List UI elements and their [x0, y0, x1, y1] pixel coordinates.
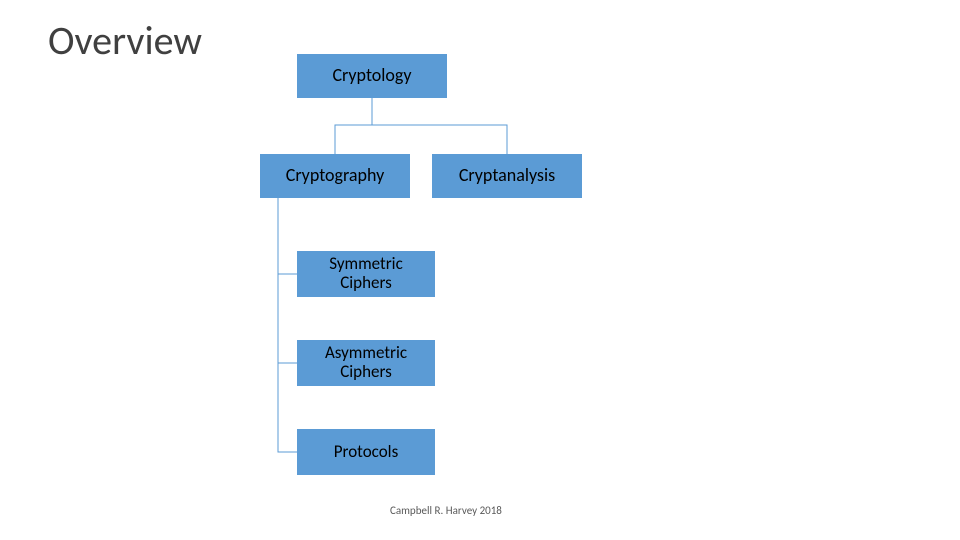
node-label: Cryptography	[286, 166, 385, 186]
node-label: Cryptanalysis	[459, 166, 555, 186]
diagram-node-sym: Symmetric Ciphers	[297, 251, 435, 297]
page-title: Overview	[48, 16, 202, 65]
diagram-node-crypto: Cryptography	[260, 154, 410, 198]
node-label: Protocols	[334, 443, 398, 462]
node-label: Symmetric Ciphers	[329, 255, 403, 292]
connector-1	[278, 198, 297, 274]
connector-3	[278, 198, 297, 452]
connector-2	[278, 198, 297, 363]
node-label: Cryptology	[332, 66, 411, 86]
diagram-node-proto: Protocols	[297, 429, 435, 475]
diagram-node-root: Cryptology	[297, 54, 447, 98]
connector-layer	[0, 0, 960, 540]
connector-0	[335, 98, 507, 154]
footer-attribution: Campbell R. Harvey 2018	[390, 504, 502, 517]
diagram-node-asym: Asymmetric Ciphers	[297, 340, 435, 386]
diagram-node-analys: Cryptanalysis	[432, 154, 582, 198]
node-label: Asymmetric Ciphers	[325, 344, 407, 381]
